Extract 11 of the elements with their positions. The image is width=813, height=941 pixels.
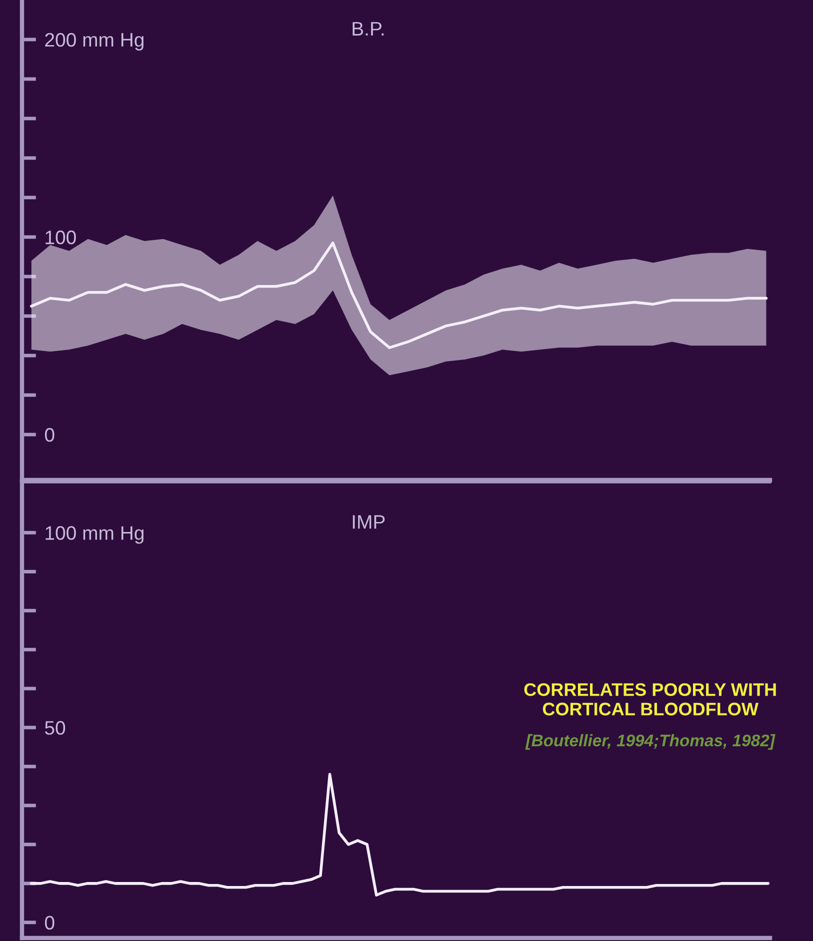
y-tick-label: 100	[46, 230, 76, 244]
line-series	[30, 772, 770, 897]
y-tick-label: 200 mm Hg	[45, 32, 144, 51]
y-tick-label: 100 mm Hg	[46, 526, 144, 544]
annotation: CORRELATES POORLY WITH CORTICAL BLOODFLOW	[524, 683, 776, 716]
y-tick-label: 0	[44, 916, 54, 930]
text: IMP	[352, 515, 385, 529]
y-tick-label: 0	[44, 428, 54, 442]
y-tick-label: 50	[45, 721, 66, 735]
annotation: [Boutellier, 1994;Thomas, 1982]	[525, 734, 776, 750]
text: B.P.	[352, 22, 384, 36]
